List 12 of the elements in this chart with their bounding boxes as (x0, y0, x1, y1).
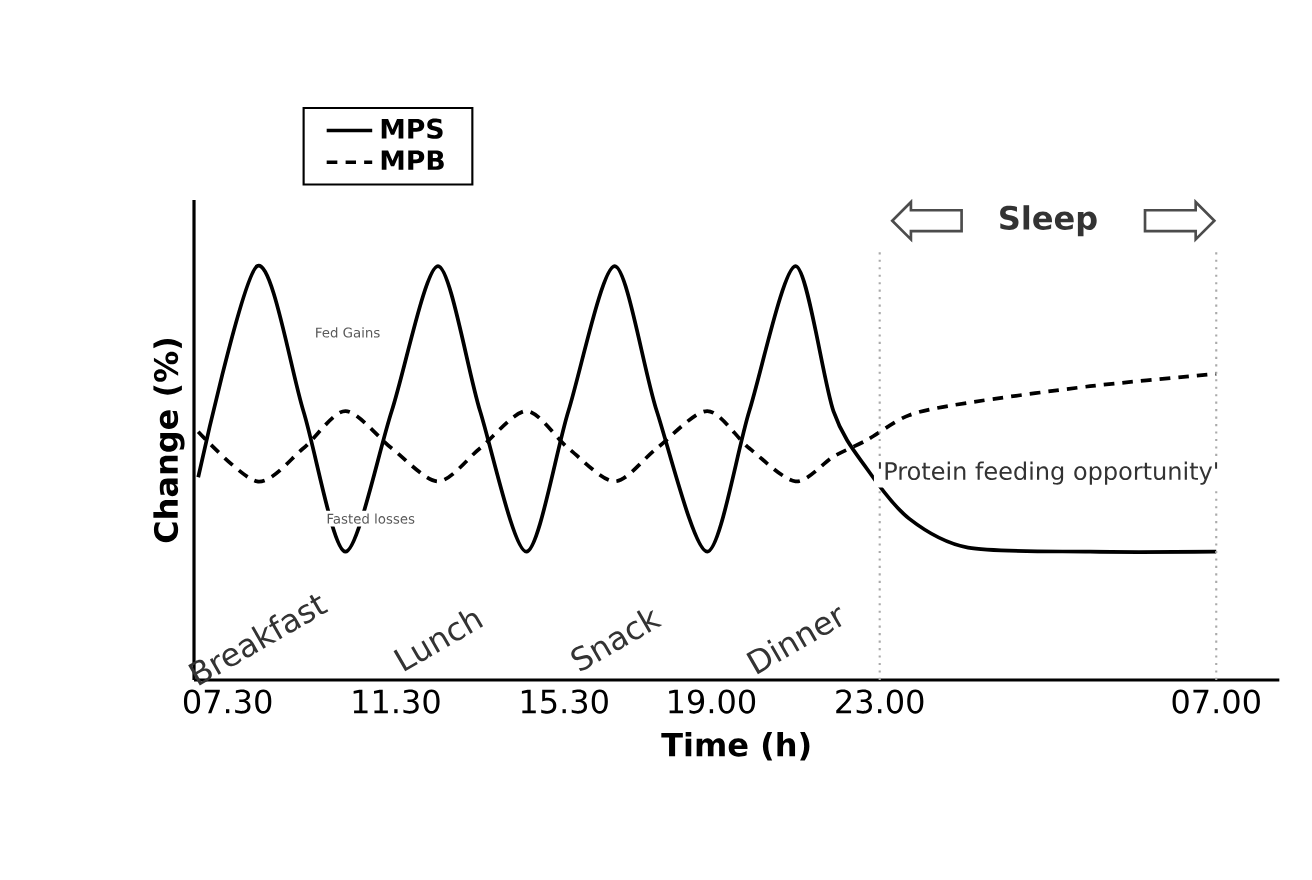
x-tick-label: 23.00 (836, 689, 924, 714)
x-tick-label: 11.30 (353, 689, 440, 714)
x-tick-label: 19.00 (669, 689, 756, 714)
legend-label: MPS (381, 118, 443, 139)
annotation: 'Protein feeding opportunity' (878, 461, 1218, 485)
x-tick-label: 07.30 (183, 689, 272, 714)
legend-label: MPB (381, 150, 444, 170)
y-axis-title: Change (%) (153, 338, 185, 543)
x-tick-label: 07.00 (1172, 689, 1260, 714)
x-tick-label: 15.30 (521, 689, 608, 714)
x-axis-title: Time (h) (661, 731, 810, 761)
text: Sleep (1000, 205, 1097, 237)
